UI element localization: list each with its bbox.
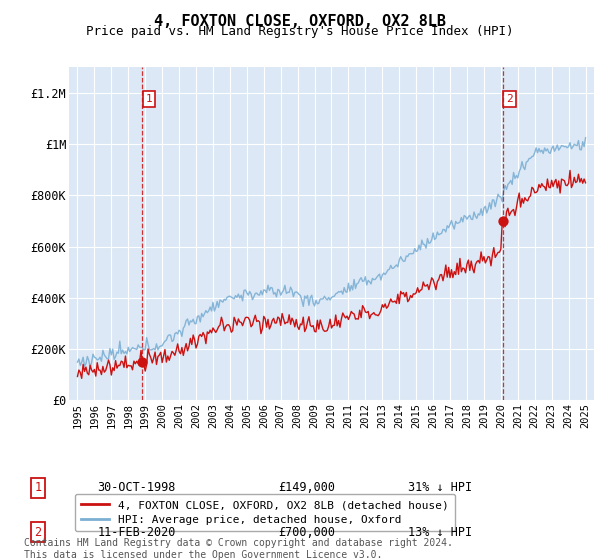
Text: 1: 1 (35, 482, 41, 494)
Text: Contains HM Land Registry data © Crown copyright and database right 2024.
This d: Contains HM Land Registry data © Crown c… (24, 538, 453, 560)
Text: 2: 2 (506, 94, 513, 104)
Point (498, 217, 508, 226)
Text: 11-FEB-2020: 11-FEB-2020 (97, 526, 176, 539)
Text: 1: 1 (146, 94, 152, 104)
Text: £149,000: £149,000 (278, 482, 335, 494)
Text: 2: 2 (35, 526, 41, 539)
Point (137, 358, 147, 367)
Text: Price paid vs. HM Land Registry's House Price Index (HPI): Price paid vs. HM Land Registry's House … (86, 25, 514, 38)
Legend: 4, FOXTON CLOSE, OXFORD, OX2 8LB (detached house), HPI: Average price, detached : 4, FOXTON CLOSE, OXFORD, OX2 8LB (detach… (74, 494, 455, 531)
Text: 4, FOXTON CLOSE, OXFORD, OX2 8LB: 4, FOXTON CLOSE, OXFORD, OX2 8LB (154, 14, 446, 29)
Text: £700,000: £700,000 (278, 526, 335, 539)
Text: 30-OCT-1998: 30-OCT-1998 (97, 482, 176, 494)
Text: 31% ↓ HPI: 31% ↓ HPI (407, 482, 472, 494)
Text: 13% ↓ HPI: 13% ↓ HPI (407, 526, 472, 539)
